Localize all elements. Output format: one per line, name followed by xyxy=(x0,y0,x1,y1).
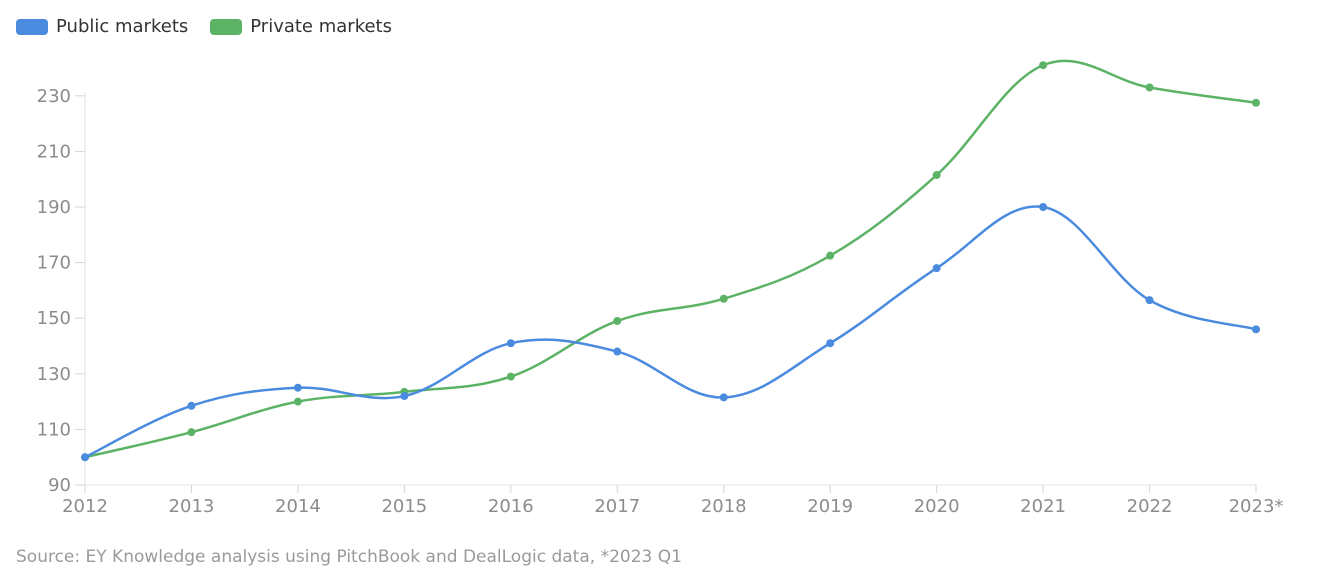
y-tick-label: 90 xyxy=(48,475,71,496)
chart-legend: Public markets Private markets xyxy=(16,16,414,37)
line-chart: 90 110 130 150 170 190 210 230 2012 2013 2014 2015 2… xyxy=(37,59,1284,517)
x-tick-label: 2021 xyxy=(1020,496,1066,517)
data-point-public-markets[interactable] xyxy=(932,264,941,273)
y-tick-label: 190 xyxy=(37,197,71,218)
data-point-public-markets[interactable] xyxy=(719,393,728,402)
data-point-private-markets[interactable] xyxy=(932,171,941,180)
data-point-public-markets[interactable] xyxy=(1252,325,1260,334)
x-tick-label: 2023* xyxy=(1229,496,1284,517)
x-tick-label: 2013 xyxy=(169,496,215,517)
legend-label-private: Private markets xyxy=(250,16,392,37)
data-point-private-markets[interactable] xyxy=(293,397,302,406)
x-tick-label: 2017 xyxy=(594,496,640,517)
y-tick-label: 150 xyxy=(37,308,71,329)
data-point-public-markets[interactable] xyxy=(1039,203,1048,211)
legend-label-public: Public markets xyxy=(56,16,189,37)
series-line-private-markets xyxy=(84,59,1257,459)
x-tick-label: 2014 xyxy=(275,496,321,517)
y-tick-label: 210 xyxy=(37,141,71,162)
data-point-public-markets[interactable] xyxy=(81,453,89,462)
y-tick-label: 170 xyxy=(37,253,71,274)
data-point-private-markets[interactable] xyxy=(1145,83,1154,92)
x-tick-label: 2018 xyxy=(701,496,747,517)
legend-swatch-private xyxy=(210,18,243,35)
x-tick-label: 2022 xyxy=(1127,496,1173,517)
data-point-private-markets[interactable] xyxy=(187,428,196,437)
data-point-public-markets[interactable] xyxy=(826,339,835,348)
x-tick-label: 2012 xyxy=(62,496,108,517)
y-tick-label: 130 xyxy=(37,364,71,385)
series-line-public-markets xyxy=(84,205,1257,459)
data-point-private-markets[interactable] xyxy=(1252,98,1260,107)
data-point-private-markets[interactable] xyxy=(826,251,835,260)
data-point-public-markets[interactable] xyxy=(613,347,622,356)
y-tick-label: 110 xyxy=(37,419,71,440)
data-point-public-markets[interactable] xyxy=(400,392,409,401)
legend-swatch-public xyxy=(16,18,48,35)
legend-item-private[interactable]: Private markets xyxy=(210,16,392,37)
y-tick-label: 230 xyxy=(37,86,71,107)
x-tick-label: 2016 xyxy=(488,496,534,517)
data-point-private-markets[interactable] xyxy=(613,316,622,325)
data-point-private-markets[interactable] xyxy=(719,294,728,303)
source-note: Source: EY Knowledge analysis using Pitc… xyxy=(16,547,682,567)
chart-axes: 90 110 130 150 170 190 210 230 2012 2013 2014 2015 2… xyxy=(37,86,1284,517)
x-tick-label: 2019 xyxy=(807,496,853,517)
x-tick-label: 2020 xyxy=(914,496,960,517)
data-point-private-markets[interactable] xyxy=(506,372,515,381)
chart-series xyxy=(81,59,1260,462)
x-tick-label: 2015 xyxy=(381,496,427,517)
data-point-public-markets[interactable] xyxy=(187,401,196,410)
data-point-private-markets[interactable] xyxy=(1039,61,1048,70)
data-point-public-markets[interactable] xyxy=(293,383,302,392)
data-point-public-markets[interactable] xyxy=(506,339,515,348)
legend-item-public[interactable]: Public markets xyxy=(16,16,188,37)
data-point-public-markets[interactable] xyxy=(1145,296,1154,305)
